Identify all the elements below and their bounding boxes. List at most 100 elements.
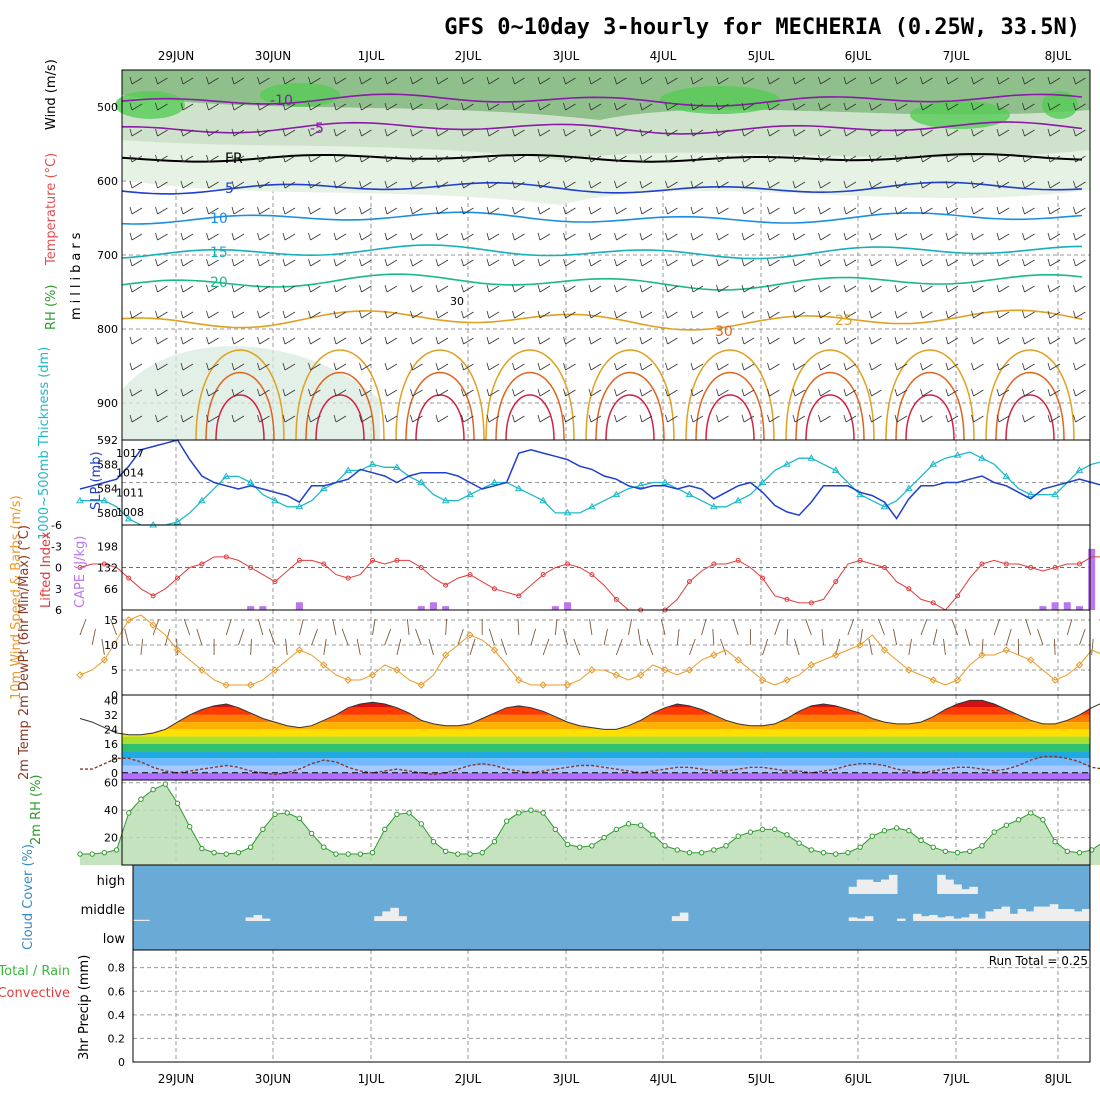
lifted-marker-80: [1052, 565, 1058, 570]
cape-bar-18: [295, 602, 303, 610]
upper-barb-1-24: [741, 102, 755, 111]
upper-barb-2-28: [843, 128, 857, 137]
upper-barb-1-3: [206, 102, 219, 111]
upper-barb-4-12: [435, 180, 449, 189]
upper-barb-13-27: [818, 414, 831, 423]
upper-barb-8-11: [410, 284, 423, 293]
upper-barb-8-17: [563, 284, 576, 293]
upper-barb-4-26: [792, 180, 806, 189]
cloud-cell-middle-1: [141, 919, 150, 921]
upper-barb-3-27: [818, 154, 831, 163]
pressure-tick-800: 800: [97, 323, 118, 336]
wind-marker-48: [661, 666, 669, 674]
wind-barb-83: [1091, 638, 1094, 656]
upper-barb-10-25: [767, 336, 780, 345]
wind-barb-69: [920, 618, 928, 636]
upper-barb-12-1: [155, 388, 168, 397]
upper-barb-9-25: [767, 310, 780, 319]
upper-barb-12-32: [945, 388, 959, 397]
thickness-marker-22: [344, 466, 353, 473]
wind-marker-52: [710, 651, 718, 659]
isotherm-line-2: [121, 152, 1083, 163]
upper-barb-13-34: [996, 414, 1010, 423]
upper-barb-13-25: [767, 414, 780, 423]
upper-barb-0-8: [333, 76, 347, 85]
thickness-marker-10: [198, 496, 206, 504]
rh-marker-43: [601, 834, 607, 841]
wind-marker-58: [783, 676, 791, 684]
cloud-cell-middle-98: [921, 916, 930, 921]
upper-barb-10-30: [894, 336, 908, 345]
upper-barb-4-5: [257, 180, 270, 189]
thickness-marker-56: [758, 478, 767, 485]
upper-barb-10-37: [1073, 336, 1086, 345]
label-wind: Wind (m/s): [44, 59, 59, 130]
wind-barb-40: [563, 628, 568, 646]
upper-barb-0-13: [461, 76, 474, 85]
dome-contour-3-1: [495, 371, 565, 441]
lifted-marker-24: [370, 557, 376, 563]
upper-barb-1-4: [231, 102, 245, 111]
upper-barb-5-7: [308, 206, 321, 215]
upper-barb-6-18: [588, 232, 602, 241]
thickness-marker-72: [953, 451, 962, 458]
cloud-cell-middle-32: [390, 907, 399, 921]
lifted-marker-72: [955, 593, 961, 599]
cloud-background: [133, 865, 1090, 950]
wind-barb-3: [110, 618, 117, 636]
upper-barb-9-26: [792, 310, 806, 319]
upper-barb-5-9: [359, 206, 372, 215]
label-cape: CAPE (J/kg): [73, 536, 88, 608]
upper-barb-1-7: [308, 102, 321, 111]
cloud-cell-middle-90: [856, 918, 866, 921]
dome-contour-5-0: [685, 349, 775, 441]
upper-barb-4-21: [665, 180, 678, 189]
thickness-marker-80: [1051, 490, 1059, 498]
upper-barb-8-27: [818, 284, 831, 293]
cape-bar-82: [1075, 606, 1083, 610]
upper-barb-9-34: [996, 310, 1010, 319]
label-precip: 3hr Precip (mm): [77, 955, 92, 1060]
upper-barb-5-37: [1073, 206, 1086, 215]
upper-barb-6-21: [665, 232, 678, 241]
wind-marker-36: [515, 676, 523, 684]
wind-barb-75: [993, 618, 1001, 636]
upper-barb-1-27: [818, 102, 831, 111]
cloud-cell-middle-68: [679, 912, 689, 921]
pressure-tick-700: 700: [97, 249, 118, 262]
cloud-cell-middle-116: [1065, 909, 1075, 921]
upper-barb-12-26: [792, 388, 806, 397]
thick-tick-580: 580: [97, 507, 118, 520]
wind-barb-73: [964, 628, 971, 646]
thickness-marker-70: [929, 460, 938, 467]
upper-barb-12-17: [563, 388, 576, 397]
dome-contour-8-1: [995, 371, 1065, 441]
lifted-marker-76: [1003, 561, 1009, 567]
wind-marker-76: [1002, 646, 1011, 654]
upper-barb-2-19: [614, 128, 627, 137]
upper-barb-6-28: [843, 232, 857, 241]
lifted-marker-50: [686, 579, 692, 585]
upper-barb-11-34: [996, 362, 1010, 371]
rh-marker-66: [881, 828, 888, 834]
upper-barb-0-24: [741, 76, 755, 85]
cloud-cell-middle-14: [245, 917, 255, 921]
thickness-marker-20: [319, 484, 328, 492]
wind-barb-48: [660, 618, 666, 636]
wind-barb-79: [1037, 628, 1044, 646]
thickness-marker-8: [173, 517, 182, 525]
upper-barb-7-25: [767, 258, 780, 267]
upper-barb-9-5: [257, 310, 270, 319]
upper-barb-6-15: [512, 232, 525, 241]
upper-barb-12-18: [588, 388, 602, 397]
rh-marker-8: [174, 800, 181, 807]
upper-barb-12-14: [486, 388, 500, 397]
rh-marker-78: [1028, 810, 1034, 816]
cape-bar-81: [1063, 602, 1071, 610]
lifted-marker-28: [418, 565, 424, 570]
upper-barb-3-1: [155, 154, 168, 163]
lifted-marker-64: [857, 557, 863, 563]
date-label-top-2JUL: 2JUL: [455, 49, 482, 63]
run-total-label: Run Total = 0.25: [989, 954, 1088, 968]
upper-barb-2-31: [920, 128, 933, 137]
